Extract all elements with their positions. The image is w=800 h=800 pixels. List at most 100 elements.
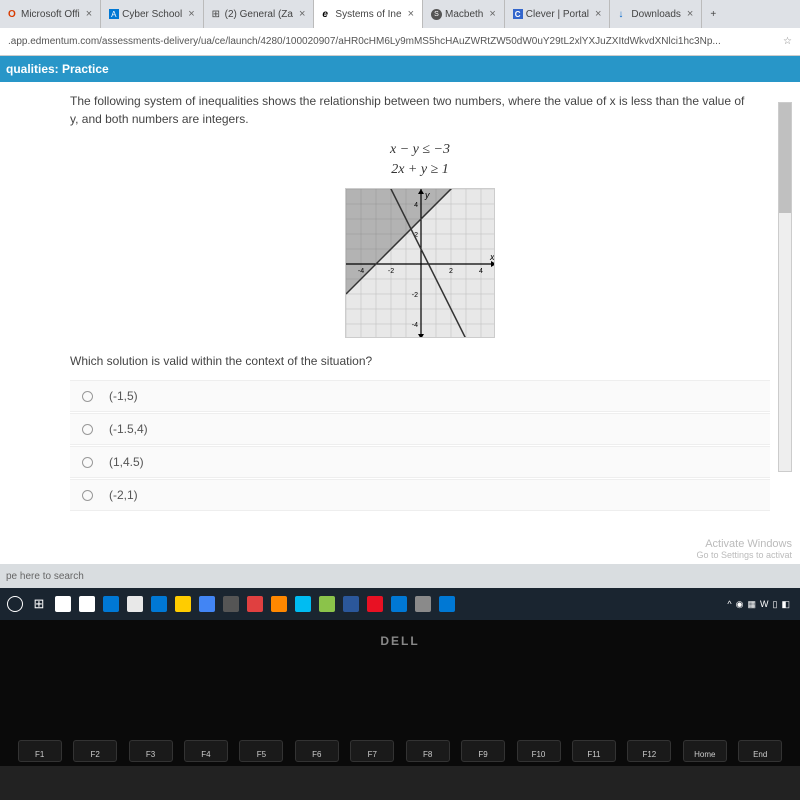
tab-close-icon[interactable]: × xyxy=(86,8,92,20)
taskbar-app-icon[interactable] xyxy=(412,593,434,615)
taskbar-app-icon[interactable] xyxy=(268,593,290,615)
tab-favicon-icon: A xyxy=(109,9,119,19)
windows-watermark: Activate Windows Go to Settings to activ… xyxy=(696,538,792,560)
option-label: (1,4.5) xyxy=(109,455,144,469)
fn-key: F5 xyxy=(239,740,283,762)
tab-close-icon[interactable]: × xyxy=(408,8,414,20)
browser-tab-bar: OMicrosoft Offi×ACyber School×⊞(2) Gener… xyxy=(0,0,800,28)
taskbar-app-icon[interactable] xyxy=(100,593,122,615)
taskbar-app-icon[interactable] xyxy=(340,593,362,615)
tab-favicon-icon: ⊞ xyxy=(212,9,222,19)
fn-key: F7 xyxy=(350,740,394,762)
page-banner: qualities: Practice xyxy=(0,56,800,82)
option-label: (-1,5) xyxy=(109,389,138,403)
taskbar-app-icon[interactable] xyxy=(52,593,74,615)
scroll-thumb[interactable] xyxy=(779,103,791,213)
browser-tab[interactable]: eSystems of Ine × xyxy=(314,0,423,28)
tray-chevron-icon[interactable]: ^ xyxy=(727,599,731,609)
system-tray[interactable]: ^ ◉ ▦W ▯◧ xyxy=(727,599,796,610)
taskbar-app-icon[interactable] xyxy=(244,593,266,615)
laptop-body: DELL F1F2F3F4F5F6F7F8F9F10F11F12HomeEnd xyxy=(0,620,800,766)
fn-key: F9 xyxy=(461,740,505,762)
browser-tab[interactable]: ⊞(2) General (Za × xyxy=(204,0,315,28)
svg-text:-4: -4 xyxy=(358,268,364,275)
tab-favicon-icon: e xyxy=(322,9,332,19)
taskbar-app-icon[interactable] xyxy=(436,593,458,615)
taskbar-app-icon[interactable] xyxy=(124,593,146,615)
taskbar: ⊞ ^ ◉ ▦W ▯◧ xyxy=(0,588,800,620)
tray-icon[interactable]: ◉ xyxy=(736,599,744,610)
fn-key: F12 xyxy=(627,740,671,762)
option-label: (-2,1) xyxy=(109,488,138,502)
tab-close-icon[interactable]: × xyxy=(687,8,693,20)
svg-text:4: 4 xyxy=(479,268,483,275)
inequality-1: x − y ≤ −3 xyxy=(70,142,770,158)
question-text: Which solution is valid within the conte… xyxy=(70,354,770,368)
dell-logo: DELL xyxy=(380,634,419,648)
browser-tab[interactable]: ↓Downloads × xyxy=(610,0,702,28)
tray-icon[interactable]: ▯ xyxy=(773,599,778,610)
taskbar-app-icon[interactable] xyxy=(364,593,386,615)
new-tab-button[interactable]: + xyxy=(702,0,724,28)
answer-option[interactable]: (-1.5,4) xyxy=(70,413,770,445)
radio-icon xyxy=(82,457,93,468)
svg-text:-2: -2 xyxy=(388,268,394,275)
taskbar-app-icon[interactable] xyxy=(172,593,194,615)
svg-text:-4: -4 xyxy=(412,322,418,329)
svg-text:4: 4 xyxy=(414,202,418,209)
taskbar-app-icon[interactable] xyxy=(316,593,338,615)
fn-key: F10 xyxy=(517,740,561,762)
tab-label: Systems of Ine xyxy=(335,9,401,20)
tab-label: (2) General (Za xyxy=(225,9,293,20)
fn-key: F11 xyxy=(572,740,616,762)
svg-text:y: y xyxy=(424,190,430,200)
url-text: .app.edmentum.com/assessments-delivery/u… xyxy=(8,36,777,47)
taskbar-app-icon[interactable] xyxy=(148,593,170,615)
tab-label: Macbeth xyxy=(445,9,483,20)
windows-search-bar[interactable]: pe here to search xyxy=(0,564,800,588)
task-view-icon[interactable]: ⊞ xyxy=(28,593,50,615)
fn-key: F4 xyxy=(184,740,228,762)
browser-tab[interactable]: CClever | Portal× xyxy=(505,0,611,28)
tab-label: Microsoft Offi xyxy=(21,9,80,20)
svg-text:2: 2 xyxy=(449,268,453,275)
taskbar-app-icon[interactable] xyxy=(76,593,98,615)
tab-label: Clever | Portal xyxy=(526,9,589,20)
tab-favicon-icon: ↓ xyxy=(618,9,628,19)
browser-tab[interactable]: OMicrosoft Offi × xyxy=(0,0,101,28)
content-area: ➤ The following system of inequalities s… xyxy=(0,82,800,564)
taskbar-app-icon[interactable] xyxy=(292,593,314,615)
graph-container: -4-4-2-22244xy xyxy=(70,188,770,338)
answer-option[interactable]: (-1,5) xyxy=(70,380,770,412)
answer-option[interactable]: (1,4.5) xyxy=(70,446,770,478)
bookmark-star-icon[interactable]: ☆ xyxy=(783,36,792,47)
tray-icon[interactable]: ▦ xyxy=(748,599,757,610)
address-bar: .app.edmentum.com/assessments-delivery/u… xyxy=(0,28,800,56)
radio-icon xyxy=(82,391,93,402)
tab-label: Downloads xyxy=(631,9,680,20)
problem-prompt: The following system of inequalities sho… xyxy=(70,92,750,128)
tab-close-icon[interactable]: × xyxy=(299,8,305,20)
taskbar-app-icon[interactable] xyxy=(220,593,242,615)
fn-key: F1 xyxy=(18,740,62,762)
taskbar-app-icon[interactable] xyxy=(196,593,218,615)
svg-text:x: x xyxy=(489,252,495,262)
tray-icon[interactable]: W xyxy=(760,599,769,609)
radio-icon xyxy=(82,424,93,435)
browser-tab[interactable]: SMacbeth× xyxy=(423,0,505,28)
scrollbar[interactable] xyxy=(778,102,792,472)
fn-key: F3 xyxy=(129,740,173,762)
tab-close-icon[interactable]: × xyxy=(188,8,194,20)
cortana-icon[interactable] xyxy=(4,593,26,615)
fn-key: Home xyxy=(683,740,727,762)
radio-icon xyxy=(82,490,93,501)
svg-text:-2: -2 xyxy=(412,292,418,299)
answer-option[interactable]: (-2,1) xyxy=(70,479,770,511)
tab-close-icon[interactable]: × xyxy=(595,8,601,20)
tray-icon[interactable]: ◧ xyxy=(781,599,790,610)
taskbar-app-icon[interactable] xyxy=(388,593,410,615)
tab-close-icon[interactable]: × xyxy=(489,8,495,20)
fn-key: End xyxy=(738,740,782,762)
browser-tab[interactable]: ACyber School× xyxy=(101,0,203,28)
tab-favicon-icon: O xyxy=(8,9,18,19)
